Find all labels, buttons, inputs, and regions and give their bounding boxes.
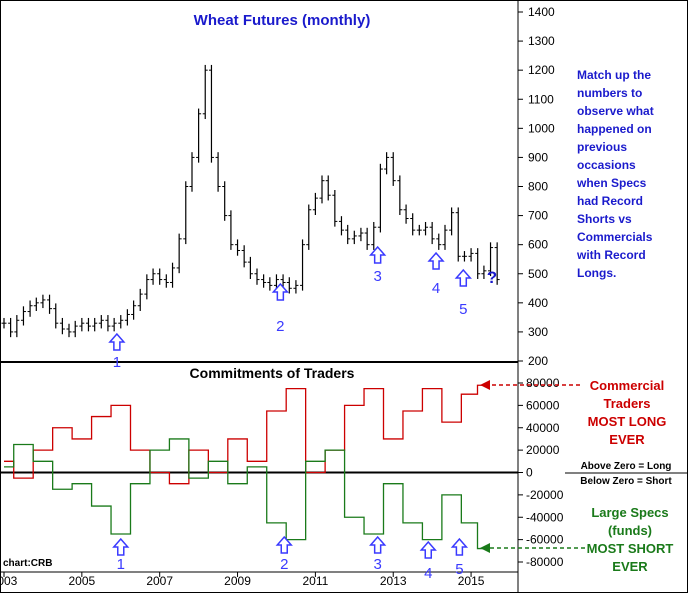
marker-number: 1 bbox=[113, 354, 121, 371]
specs-callout-line: Large Specs bbox=[591, 505, 668, 520]
x-tick-label: 2007 bbox=[146, 574, 173, 588]
above-zero-label: Above Zero = Long bbox=[581, 461, 672, 472]
marker-number: 3 bbox=[373, 268, 381, 285]
specs-callout: Large Specs (funds) MOST SHORT EVER bbox=[480, 505, 673, 574]
top-y-tick-label: 1200 bbox=[528, 63, 555, 77]
top-y-tick-label: 200 bbox=[528, 354, 548, 368]
marker-number: 5 bbox=[459, 301, 467, 318]
up-arrow-icon bbox=[427, 251, 445, 270]
note-line: happened on bbox=[577, 122, 652, 136]
x-tick-label: 2009 bbox=[224, 574, 251, 588]
bottom-y-tick-label: -60000 bbox=[526, 533, 564, 547]
note-line: with Record bbox=[576, 248, 646, 262]
marker-number: 4 bbox=[432, 280, 440, 297]
marker-number: 5 bbox=[455, 561, 463, 578]
commercial-callout-line: EVER bbox=[609, 432, 645, 447]
top-y-tick-label: 800 bbox=[528, 180, 548, 194]
marker-number: 2 bbox=[276, 318, 284, 335]
bottom-y-tick-label: 80000 bbox=[526, 376, 560, 390]
specs-callout-line: MOST SHORT bbox=[587, 541, 674, 556]
bottom-y-tick-label: 20000 bbox=[526, 443, 560, 457]
bottom-y-tick-label: 0 bbox=[526, 466, 533, 480]
large-specs-line bbox=[4, 438, 484, 550]
up-arrow-icon bbox=[112, 537, 130, 556]
bottom-y-tick-label: -40000 bbox=[526, 510, 564, 524]
commercial-arrow-head bbox=[480, 380, 490, 390]
bottom-y-tick-label: 60000 bbox=[526, 398, 560, 412]
commercial-callout-line: MOST LONG bbox=[588, 414, 667, 429]
note-line: Commercials bbox=[577, 230, 653, 244]
up-arrow-icon bbox=[369, 535, 387, 554]
up-arrow-icon bbox=[271, 282, 290, 301]
note-line: Shorts vs bbox=[577, 212, 632, 226]
specs-callout-line: EVER bbox=[612, 559, 648, 574]
x-tick-label: 2015 bbox=[458, 574, 485, 588]
note-line: previous bbox=[577, 140, 627, 154]
top-y-tick-label: 1100 bbox=[528, 92, 554, 106]
marker-number: 1 bbox=[117, 556, 125, 573]
top-annotations: 1 2 3 4 5? bbox=[108, 245, 497, 371]
top-y-tick-label: 400 bbox=[528, 296, 548, 310]
up-arrow-icon bbox=[275, 535, 293, 554]
below-zero-label: Below Zero = Short bbox=[580, 476, 672, 487]
bottom-annotations: 1 2 3 4 5 bbox=[112, 535, 469, 582]
note-line: observe what bbox=[577, 104, 654, 118]
cot-series bbox=[4, 384, 484, 550]
marker-number: 4 bbox=[424, 565, 432, 582]
top-y-tick-label: 500 bbox=[528, 267, 548, 281]
bottom-y-tick-label: -80000 bbox=[526, 555, 564, 569]
side-note: Match up the numbers to observe what happen… bbox=[576, 68, 654, 280]
x-tick-label: 2011 bbox=[302, 574, 328, 588]
up-arrow-icon bbox=[454, 268, 472, 287]
commercial-callout-line: Traders bbox=[604, 396, 651, 411]
note-line: Longs. bbox=[577, 266, 616, 280]
note-line: Match up the bbox=[577, 68, 651, 82]
note-line: had Record bbox=[577, 194, 643, 208]
bottom-y-axis: -80000 -60000 -40000 -20000 0 20000 40000 60000… bbox=[518, 376, 564, 569]
up-arrow-icon bbox=[419, 540, 437, 559]
up-arrow-icon bbox=[450, 537, 469, 556]
commercial-traders-line bbox=[4, 384, 484, 485]
specs-arrow-head bbox=[480, 543, 490, 553]
specs-callout-line: (funds) bbox=[608, 523, 652, 538]
question-mark: ? bbox=[487, 268, 497, 287]
x-tick-label: 2005 bbox=[68, 574, 95, 588]
bottom-y-tick-label: 40000 bbox=[526, 421, 560, 435]
top-y-tick-label: 1000 bbox=[528, 121, 555, 135]
source-label: chart:CRB bbox=[3, 558, 52, 569]
marker-number: 2 bbox=[280, 556, 288, 573]
top-y-tick-label: 900 bbox=[528, 150, 548, 164]
top-chart-title: Wheat Futures (monthly) bbox=[194, 12, 371, 29]
bottom-y-tick-label: -20000 bbox=[526, 488, 564, 502]
commercial-callout-line: Commercial bbox=[590, 378, 664, 393]
note-line: occasions bbox=[577, 158, 636, 172]
top-y-axis: 200 300 400 500 600 700 800 900 1000 1100 1200 1300… bbox=[518, 5, 555, 368]
up-arrow-icon bbox=[108, 332, 126, 351]
top-y-tick-label: 700 bbox=[528, 209, 548, 223]
bottom-chart-title: Commitments of Traders bbox=[190, 365, 355, 381]
wheat-price-bars bbox=[1, 64, 500, 338]
top-y-tick-label: 300 bbox=[528, 325, 548, 339]
marker-number: 3 bbox=[373, 556, 381, 573]
up-arrow-icon bbox=[369, 245, 387, 264]
note-line: numbers to bbox=[577, 86, 642, 100]
note-line: when Specs bbox=[576, 176, 647, 190]
x-tick-label: 2013 bbox=[380, 574, 407, 588]
top-y-tick-label: 1400 bbox=[528, 5, 555, 19]
top-y-tick-label: 600 bbox=[528, 238, 548, 252]
commercial-callout: Commercial Traders MOST LONG EVER bbox=[480, 378, 666, 447]
top-y-tick-label: 1300 bbox=[528, 34, 555, 48]
